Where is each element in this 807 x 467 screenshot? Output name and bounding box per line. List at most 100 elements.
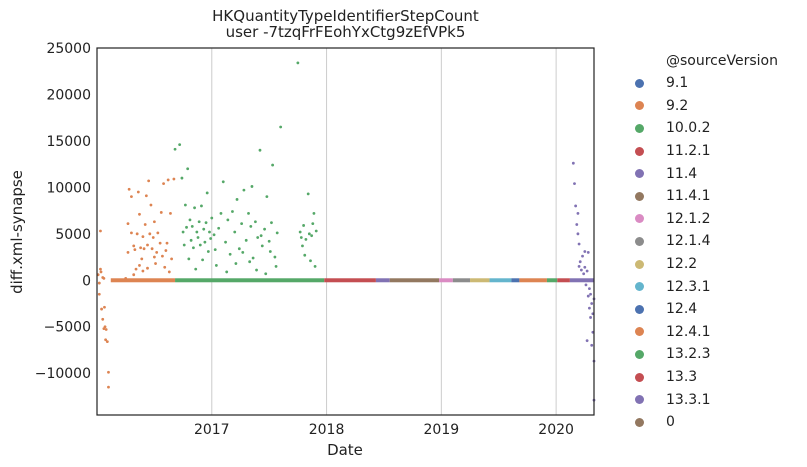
data-point (132, 273, 136, 277)
legend-item: 13.3.1 (632, 388, 778, 411)
legend-marker (635, 395, 644, 405)
data-point (169, 211, 172, 215)
data-point (104, 338, 108, 342)
data-point (583, 250, 587, 253)
data-point (314, 229, 318, 233)
data-point (248, 260, 252, 264)
data-point (140, 257, 144, 261)
data-point (130, 195, 133, 199)
data-point (210, 216, 214, 220)
y-tick-label: 0 (82, 273, 91, 289)
grid-lines (211, 48, 557, 415)
legend-item: 9.2 (632, 95, 778, 118)
x-tick-label: 2020 (538, 422, 574, 438)
data-point (185, 225, 188, 229)
data-point (170, 257, 174, 261)
zero-band-segment (557, 278, 570, 283)
data-point (204, 221, 208, 225)
data-point (187, 257, 191, 261)
data-point (146, 243, 149, 247)
data-point (582, 272, 586, 276)
legend-label: 11.4 (666, 165, 698, 182)
data-point (231, 210, 234, 213)
data-point (197, 220, 201, 224)
legend-item: 13.3 (632, 366, 778, 389)
legend-marker (635, 169, 644, 179)
data-point (242, 188, 246, 192)
zero-band-segment (569, 278, 594, 283)
data-point (126, 251, 130, 254)
legend-marker (635, 304, 644, 314)
data-point (311, 222, 315, 226)
data-point (200, 204, 203, 208)
data-point (151, 236, 155, 239)
data-point (251, 256, 255, 260)
data-point (268, 250, 272, 253)
data-point (225, 270, 229, 274)
data-point (228, 252, 232, 256)
data-point (247, 211, 250, 215)
zero-band-segment (110, 278, 176, 283)
data-point (588, 287, 591, 291)
data-point (97, 292, 101, 296)
data-point (298, 230, 302, 234)
data-point (270, 221, 273, 225)
data-point (202, 227, 206, 231)
data-point (224, 240, 227, 244)
legend-marker (635, 372, 644, 382)
data-points (96, 61, 596, 402)
data-point (178, 143, 182, 147)
data-point (186, 167, 190, 171)
y-tick-label: 25000 (46, 41, 91, 57)
zero-band-segment (489, 278, 512, 283)
data-point (589, 292, 592, 296)
data-point (253, 220, 257, 224)
data-point (212, 233, 216, 237)
data-point (107, 385, 110, 389)
data-point (249, 224, 253, 228)
data-point (241, 251, 245, 254)
zero-band-segment (470, 278, 490, 283)
data-point (260, 244, 264, 248)
legend-marker (635, 191, 644, 201)
data-point (576, 211, 580, 215)
data-point (146, 266, 149, 270)
data-point (152, 220, 156, 224)
legend-label: 12.3.1 (666, 278, 711, 295)
data-point (132, 244, 136, 248)
zero-band-segment (546, 278, 558, 283)
data-point (195, 230, 199, 234)
data-point (105, 340, 109, 343)
data-point (156, 231, 160, 235)
data-point (583, 265, 587, 269)
y-tick-label: −10000 (35, 366, 91, 382)
data-point (590, 302, 594, 305)
data-point (188, 218, 192, 222)
data-point (221, 180, 225, 184)
data-point (263, 227, 266, 231)
legend-label: 13.3 (666, 369, 698, 386)
data-point (206, 250, 210, 253)
y-tick-label: 5000 (55, 227, 91, 243)
data-point (301, 244, 304, 248)
legend-item: 12.1.4 (632, 230, 778, 253)
data-point (240, 222, 244, 226)
data-point (304, 237, 308, 241)
legend: @sourceVersion 9.1 9.2 10.0.2 11.2.1 11.4 11.… (632, 50, 778, 434)
zero-band-segment (324, 278, 376, 283)
data-point (203, 240, 207, 244)
zero-band-segment (175, 278, 325, 283)
legend-marker (635, 236, 644, 246)
data-point (258, 148, 262, 152)
data-point (142, 247, 146, 251)
data-point (279, 125, 283, 129)
data-point (275, 231, 279, 235)
data-point (586, 294, 590, 298)
legend-item: 0 (632, 411, 778, 434)
legend-label: 12.4 (666, 301, 698, 318)
data-point (244, 238, 248, 242)
data-point (164, 249, 168, 252)
data-point (99, 229, 102, 233)
legend-marker (635, 327, 644, 337)
